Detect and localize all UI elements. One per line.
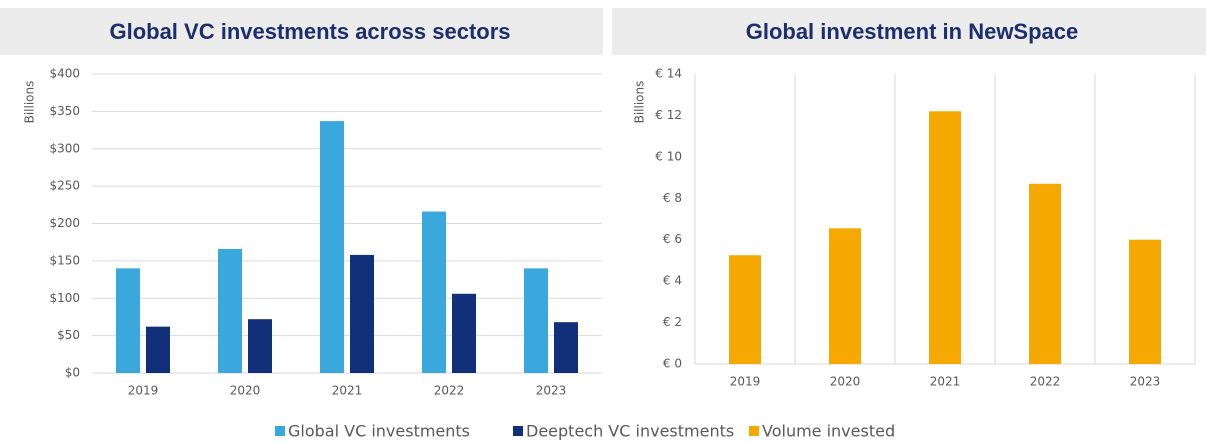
y-tick-label: € 14 bbox=[655, 67, 682, 81]
y-tick-label: $250 bbox=[49, 179, 80, 193]
title-banner bbox=[612, 8, 1206, 55]
y-tick-label: $350 bbox=[49, 104, 80, 118]
bar bbox=[554, 322, 578, 373]
bar bbox=[929, 111, 961, 365]
y-tick-label: € 6 bbox=[663, 232, 682, 246]
x-tick-label: 2019 bbox=[730, 375, 761, 389]
y-tick-label: $50 bbox=[57, 328, 80, 342]
bar bbox=[218, 248, 242, 373]
x-tick-label: 2023 bbox=[1130, 375, 1161, 389]
y-tick-label: $400 bbox=[49, 67, 80, 81]
bar bbox=[350, 254, 374, 373]
y-tick-label: € 10 bbox=[655, 149, 682, 163]
bar bbox=[116, 268, 140, 373]
x-tick-label: 2022 bbox=[1030, 375, 1061, 389]
y-axis-label: Billions bbox=[633, 81, 647, 124]
legend-swatch bbox=[513, 426, 523, 436]
bar bbox=[1029, 183, 1061, 364]
y-tick-label: $0 bbox=[65, 366, 80, 380]
bar bbox=[248, 319, 272, 373]
x-tick-label: 2023 bbox=[536, 384, 567, 398]
bar bbox=[729, 255, 761, 364]
bar bbox=[452, 293, 476, 373]
bar bbox=[1129, 239, 1161, 364]
y-tick-label: $150 bbox=[49, 253, 80, 267]
y-tick-label: $200 bbox=[49, 216, 80, 230]
y-tick-label: € 12 bbox=[655, 108, 682, 122]
x-tick-label: 2021 bbox=[332, 384, 363, 398]
y-tick-label: € 4 bbox=[663, 274, 682, 288]
legend-label: Volume invested bbox=[762, 422, 895, 441]
x-tick-label: 2020 bbox=[830, 375, 861, 389]
legend-swatch bbox=[749, 426, 759, 436]
bar bbox=[320, 121, 344, 373]
title-banner bbox=[0, 8, 603, 55]
legend-label: Deeptech VC investments bbox=[526, 422, 734, 441]
chart-title: Global VC investments across sectors bbox=[109, 19, 510, 44]
bar bbox=[146, 326, 170, 373]
legend-label: Global VC investments bbox=[288, 422, 470, 441]
x-tick-label: 2022 bbox=[434, 384, 465, 398]
chart-title: Global investment in NewSpace bbox=[746, 19, 1079, 44]
y-tick-label: € 2 bbox=[663, 315, 682, 329]
legend-swatch bbox=[275, 426, 285, 436]
y-axis-label: Billions bbox=[23, 81, 37, 124]
y-tick-label: € 8 bbox=[663, 191, 682, 205]
bar bbox=[524, 268, 548, 373]
x-tick-label: 2020 bbox=[230, 384, 261, 398]
bar bbox=[422, 211, 446, 373]
y-tick-label: $300 bbox=[49, 141, 80, 155]
y-tick-label: $100 bbox=[49, 291, 80, 305]
bar bbox=[829, 228, 861, 364]
y-tick-label: € 0 bbox=[663, 357, 682, 371]
x-tick-label: 2021 bbox=[930, 375, 961, 389]
x-tick-label: 2019 bbox=[128, 384, 159, 398]
